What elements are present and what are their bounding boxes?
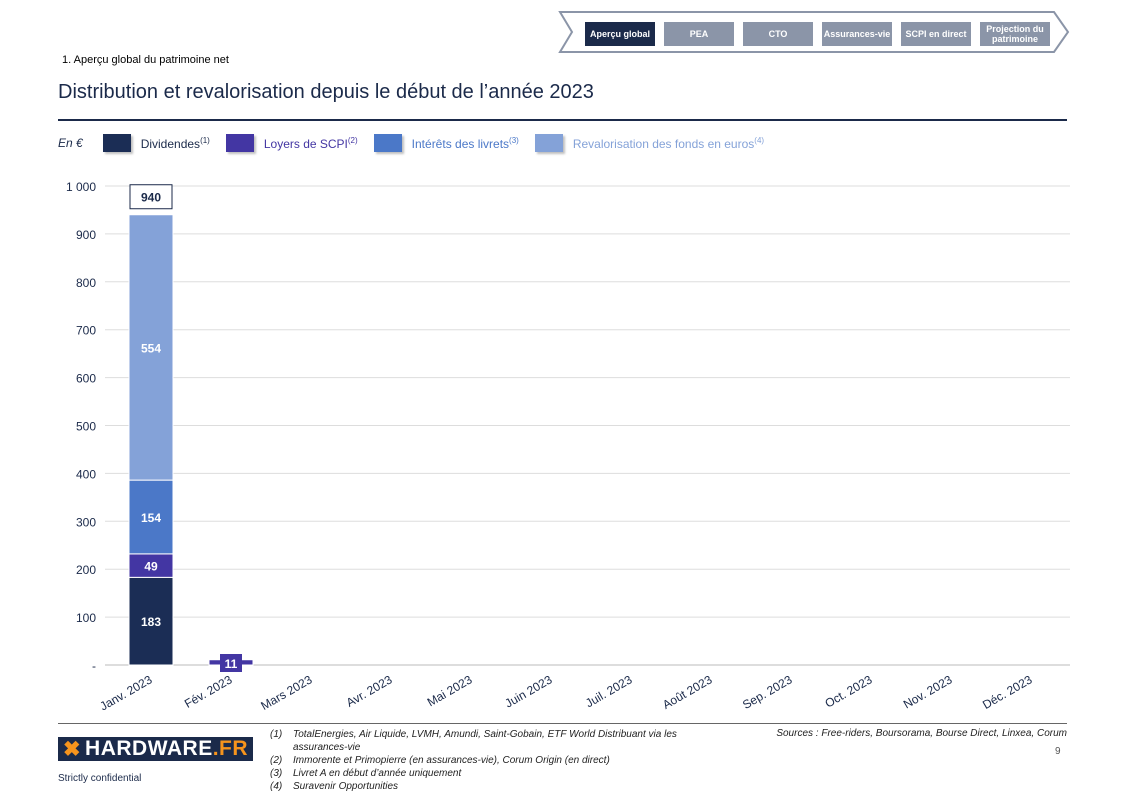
y-tick-label: 700	[76, 324, 96, 338]
legend-item: Dividendes(1)	[102, 134, 210, 152]
unit-label: En €	[58, 136, 83, 150]
data-label: 154	[141, 511, 161, 525]
legend-label: Intérêts des livrets(3)	[411, 135, 519, 151]
data-label: 11	[225, 657, 238, 671]
footnotes: (1) TotalEnergies, Air Liquide, LVMH, Amu…	[270, 728, 713, 793]
x-tick-label: Mars 2023	[258, 672, 314, 713]
x-tick-label: Fév. 2023	[182, 672, 235, 711]
y-tick-label: 800	[76, 276, 96, 290]
bar-segment	[128, 214, 174, 481]
x-tick-label: Avr. 2023	[344, 672, 395, 710]
x-tick-label: Oct. 2023	[822, 672, 874, 710]
x-tick-label: Mai 2023	[425, 672, 475, 709]
data-label: 554	[141, 341, 161, 355]
legend-label: Loyers de SCPI(2)	[263, 135, 358, 151]
tab-projection-du-patrimoine[interactable]: Projection du patrimoine	[980, 22, 1050, 46]
x-tick-label: Juin 2023	[502, 672, 554, 710]
hardware-logo: ✖ HARDWARE .FR	[58, 737, 253, 761]
y-tick-label: 100	[76, 611, 96, 625]
bar-segment	[128, 479, 174, 555]
y-tick-label: 200	[76, 563, 96, 577]
legend-label: Dividendes(1)	[140, 135, 210, 151]
chart-legend: En € Dividendes(1) Loyers de SCPI(2) Intér…	[58, 134, 780, 152]
legend-item: Revalorisation des fonds en euros(4)	[534, 134, 765, 152]
data-label: 49	[144, 560, 158, 574]
confidential-label: Strictly confidential	[58, 773, 142, 784]
legend-label: Revalorisation des fonds en euros(4)	[572, 135, 765, 151]
footnote: (4) Suravenir Opportunities	[270, 781, 399, 792]
tab-cto[interactable]: CTO	[743, 22, 813, 46]
legend-swatch	[534, 134, 563, 152]
total-label-box	[129, 184, 173, 210]
tab-assurances-vie[interactable]: Assurances-vie	[822, 22, 892, 46]
footer-divider	[58, 723, 1067, 724]
tab-aper-u-global[interactable]: Aperçu global	[585, 22, 655, 46]
y-tick-label: 1 000	[66, 180, 96, 194]
total-label: 940	[141, 191, 161, 205]
x-tick-label: Août 2023	[660, 672, 715, 712]
page-number: 9	[1055, 746, 1061, 757]
tab-pea[interactable]: PEA	[664, 22, 734, 46]
sources: Sources : Free-riders, Boursorama, Bours…	[776, 728, 1067, 739]
legend-item: Intérêts des livrets(3)	[373, 134, 519, 152]
data-label: 183	[141, 615, 161, 629]
x-tick-label: Janv. 2023	[97, 672, 154, 713]
x-tick-label: Nov. 2023	[901, 672, 955, 711]
x-tick-label: Juil. 2023	[583, 672, 635, 710]
footnote: (2) Immorente et Primopierre (en assuranc…	[270, 755, 610, 766]
footnote: (3) Livret A en début d’année uniquement	[270, 768, 462, 779]
y-tick-label: 300	[76, 515, 96, 529]
data-label-box	[220, 654, 242, 672]
section-navigation: Aperçu global PEA CTO Assurances-vie SCPI en…	[558, 10, 1070, 54]
y-tick-label: 600	[76, 372, 96, 386]
legend-swatch	[225, 134, 254, 152]
title-divider	[58, 119, 1067, 121]
legend-item: Loyers de SCPI(2)	[225, 134, 358, 152]
page-title: Distribution et revalorisation depuis le…	[58, 81, 594, 103]
y-tick-label: -	[92, 659, 96, 673]
x-tick-label: Sep. 2023	[740, 672, 795, 712]
y-tick-label: 500	[76, 420, 96, 434]
stacked-bar-chart: - 100 200 300 400 500 600 700 800 900 1 000 183 49 15…	[66, 180, 1070, 714]
footnote: (1) TotalEnergies, Air Liquide, LVMH, Amu…	[270, 729, 677, 753]
tab-scpi-en-direct[interactable]: SCPI en direct	[901, 22, 971, 46]
y-tick-label: 900	[76, 228, 96, 242]
section-label: 1. Aperçu global du patrimoine net	[62, 54, 229, 66]
legend-swatch	[373, 134, 402, 152]
y-tick-label: 400	[76, 467, 96, 481]
x-tick-label: Déc. 2023	[980, 672, 1035, 712]
legend-swatch	[102, 134, 131, 152]
